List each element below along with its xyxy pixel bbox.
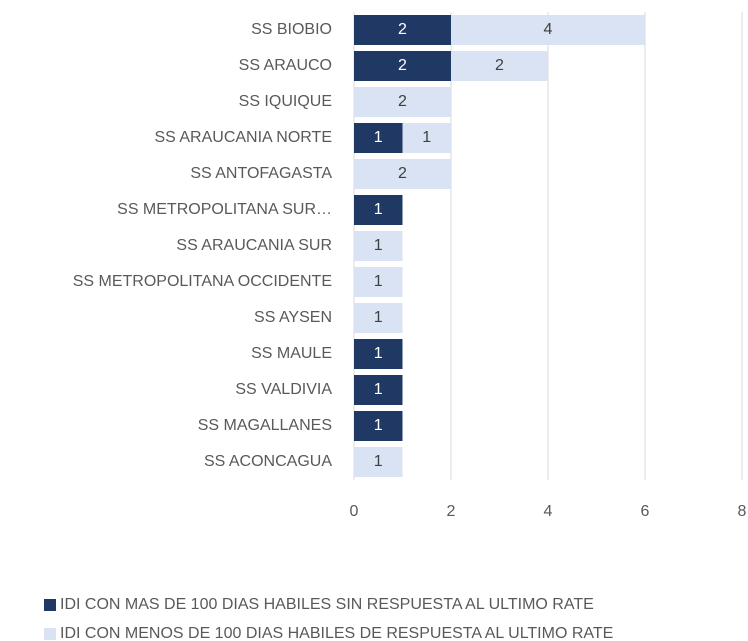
bar-segment bbox=[402, 123, 451, 153]
data-label: 2 bbox=[398, 165, 407, 182]
data-label: 1 bbox=[374, 309, 383, 326]
legend-label: IDI CON MAS DE 100 DIAS HABILES SIN RESP… bbox=[60, 596, 594, 613]
legend-swatch bbox=[44, 628, 56, 640]
data-label: 2 bbox=[398, 21, 407, 38]
y-tick-label: SS IQUIQUE bbox=[239, 93, 332, 110]
y-tick-label: SS AYSEN bbox=[254, 309, 332, 326]
bar-segment bbox=[354, 267, 403, 297]
data-label: 2 bbox=[398, 57, 407, 74]
y-tick-label: SS VALDIVIA bbox=[235, 381, 332, 398]
x-tick-label: 6 bbox=[641, 503, 650, 520]
y-tick-label: SS METROPOLITANA OCCIDENTE bbox=[73, 273, 332, 290]
bar-segment bbox=[354, 159, 451, 189]
legend-swatch bbox=[44, 599, 56, 611]
data-label: 1 bbox=[374, 381, 383, 398]
bar-segment bbox=[354, 87, 451, 117]
bar-segment bbox=[354, 231, 403, 261]
bar-segment bbox=[451, 51, 548, 81]
data-label: 1 bbox=[422, 129, 431, 146]
x-tick-label: 0 bbox=[350, 503, 359, 520]
data-label: 1 bbox=[374, 129, 383, 146]
bar-segment bbox=[354, 15, 451, 45]
data-label: 1 bbox=[374, 345, 383, 362]
data-label: 1 bbox=[374, 273, 383, 290]
y-tick-label: SS MAGALLANES bbox=[198, 417, 332, 434]
y-tick-label: SS ACONCAGUA bbox=[204, 453, 332, 470]
data-label: 2 bbox=[495, 57, 504, 74]
y-tick-label: SS METROPOLITANA SUR… bbox=[117, 201, 332, 218]
data-label: 1 bbox=[374, 237, 383, 254]
data-label: 4 bbox=[544, 21, 553, 38]
y-tick-label: SS ARAUCANIA SUR bbox=[176, 237, 332, 254]
y-tick-label: SS ARAUCO bbox=[239, 57, 332, 74]
data-label: 1 bbox=[374, 417, 383, 434]
data-label: 2 bbox=[398, 93, 407, 110]
bar-segment bbox=[354, 411, 403, 441]
y-tick-label: SS ANTOFAGASTA bbox=[190, 165, 332, 182]
y-tick-label: SS MAULE bbox=[251, 345, 332, 362]
x-tick-label: 2 bbox=[447, 503, 456, 520]
bar-segment bbox=[354, 447, 403, 477]
x-tick-label: 4 bbox=[544, 503, 553, 520]
y-tick-label: SS BIOBIO bbox=[251, 21, 332, 38]
bar-segment bbox=[451, 15, 645, 45]
bar-segment bbox=[354, 123, 403, 153]
x-tick-label: 8 bbox=[738, 503, 747, 520]
data-label: 1 bbox=[374, 453, 383, 470]
legend-label: IDI CON MENOS DE 100 DIAS HABILES DE RES… bbox=[60, 625, 613, 641]
y-tick-label: SS ARAUCANIA NORTE bbox=[154, 129, 332, 146]
data-label: 1 bbox=[374, 201, 383, 218]
bar-segment bbox=[354, 375, 403, 405]
bar-segment bbox=[354, 195, 403, 225]
bar-segment bbox=[354, 303, 403, 333]
bar-segment bbox=[354, 51, 451, 81]
bar-segment bbox=[354, 339, 403, 369]
